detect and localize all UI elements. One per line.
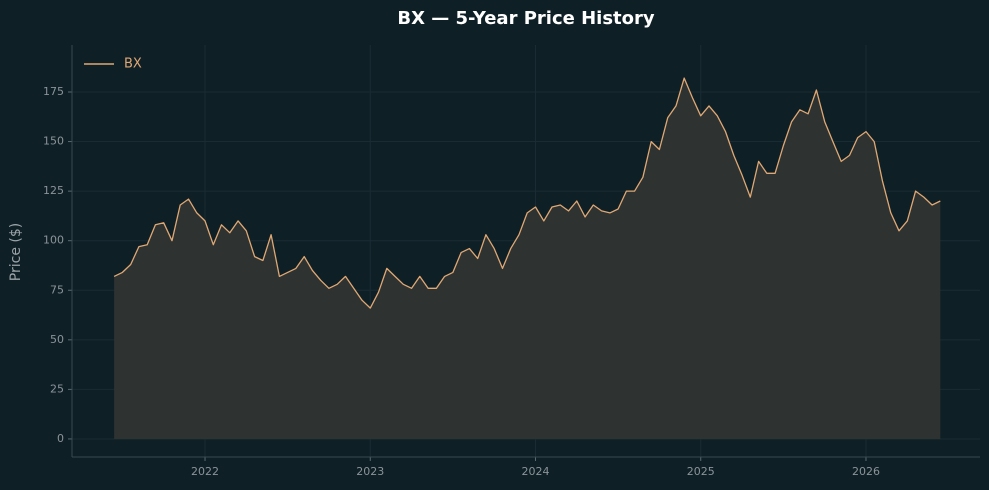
y-tick-label: 150: [43, 135, 64, 148]
y-tick-label: 25: [50, 382, 64, 395]
legend-label: BX: [124, 57, 142, 72]
area: [114, 78, 941, 439]
line: [113, 77, 941, 309]
y-tick-label: 125: [43, 184, 64, 197]
x-tick-label: 2024: [522, 465, 550, 478]
x-tick-label: 2025: [687, 465, 715, 478]
x-tick-label: 2022: [191, 465, 219, 478]
x-tick-label: 2026: [852, 465, 880, 478]
y-tick-label: 50: [50, 333, 64, 346]
y-tick-label: 75: [50, 283, 64, 296]
y-tick-label: 100: [43, 234, 64, 247]
y-axis-label: Price ($): [8, 223, 24, 281]
y-tick-label: 175: [43, 85, 64, 98]
chart-title: BX — 5-Year Price History: [397, 8, 655, 29]
y-tick-label: 0: [57, 432, 64, 445]
x-tick-label: 2023: [356, 465, 384, 478]
